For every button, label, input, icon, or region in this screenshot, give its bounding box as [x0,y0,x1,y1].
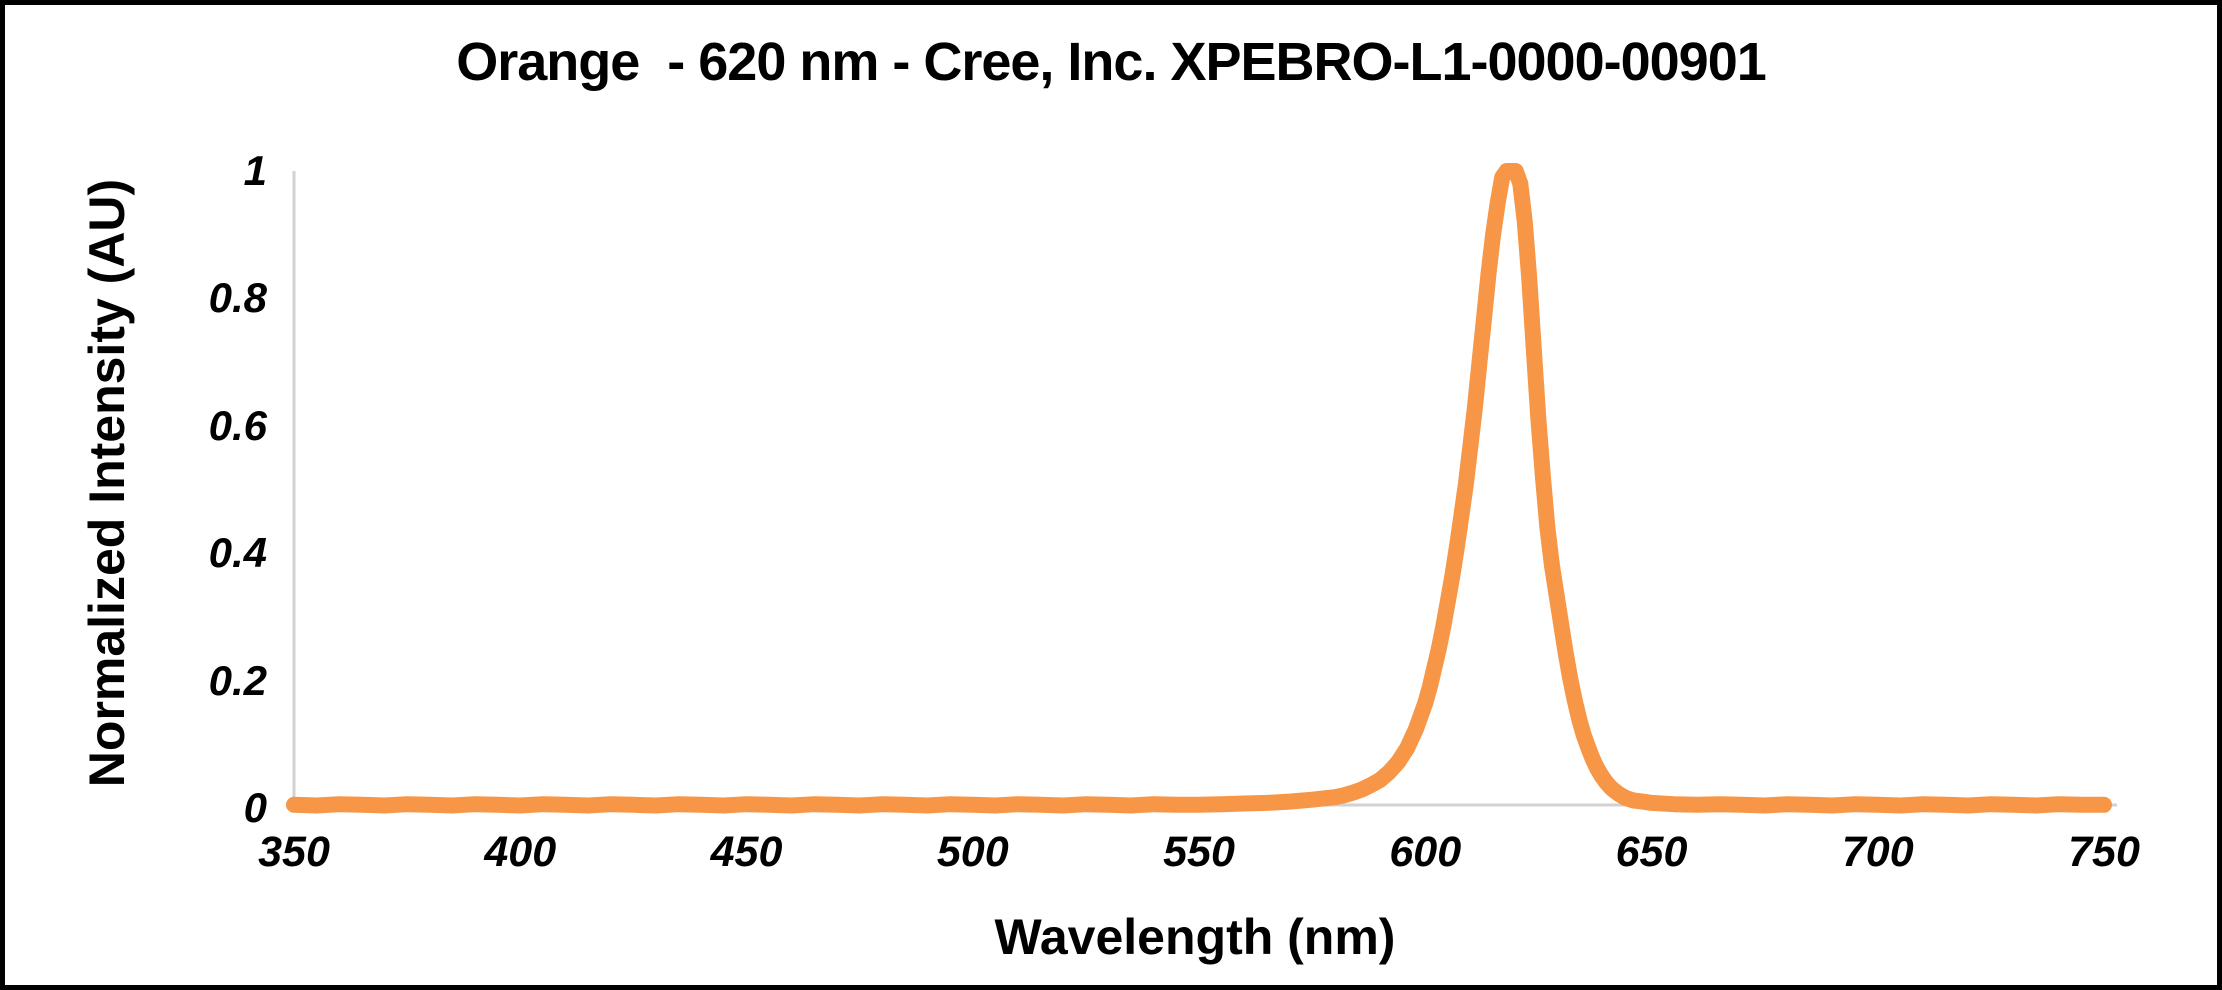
y-tick-label: 0.4 [208,529,267,577]
x-tick-label: 500 [936,828,1009,876]
y-tick-label: 0 [243,784,267,831]
y-tick-label: 1 [243,147,267,194]
x-tick-label: 600 [1389,828,1462,876]
y-tick-label: 0.6 [208,401,267,449]
x-tick-label: 700 [1841,828,1914,876]
x-tick-label: 650 [1615,828,1688,876]
chart-title: Orange - 620 nm - Cree, Inc. XPEBRO-L1-0… [456,32,1767,92]
y-tick-label: 0.8 [208,274,267,322]
x-tick-label: 400 [484,828,557,876]
x-tick-label: 450 [710,828,783,876]
spectrum-plot [286,163,2117,814]
spectrum-curve [286,163,2112,814]
x-tick-label: 750 [2068,828,2140,876]
y-tick-label: 0.2 [208,656,267,704]
x-axis-title: Wavelength (nm) [994,909,1396,965]
x-tick-label: 550 [1163,828,1235,876]
x-tick-label: 350 [258,828,330,876]
